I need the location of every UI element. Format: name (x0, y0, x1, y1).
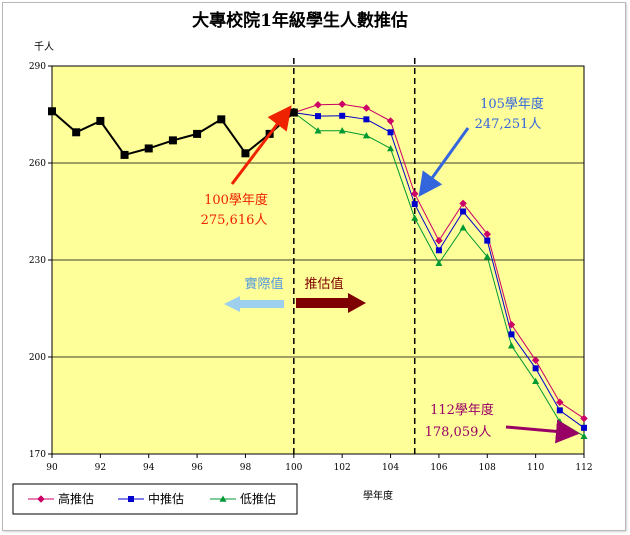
series-2-point (314, 127, 322, 134)
series-2-point (338, 127, 346, 134)
series-1-point (387, 129, 394, 136)
series-2-point (362, 132, 370, 139)
actual-point (120, 150, 129, 159)
x-tick-label: 90 (46, 463, 58, 473)
series-1-point (556, 407, 563, 414)
series-1-point (532, 365, 539, 372)
arrow-100 (230, 105, 292, 185)
y-tick-label: 200 (29, 353, 46, 363)
series-2-point (387, 144, 395, 152)
arrow-112 (505, 419, 580, 444)
legend-label: 中推估 (148, 491, 184, 506)
actual-arrow-left (224, 296, 284, 312)
series-0-point (531, 356, 540, 365)
x-axis-label: 學年度 (363, 489, 393, 502)
actual-point (72, 128, 81, 137)
series-2-point (580, 432, 588, 440)
x-tick-label: 102 (334, 463, 351, 473)
x-tick-label: 112 (575, 463, 592, 473)
series-0-point (483, 230, 492, 238)
series-1-point (411, 201, 418, 208)
x-tick-label: 108 (479, 463, 496, 473)
x-tick-label: 100 (285, 463, 302, 473)
series-0-point (362, 104, 371, 112)
annotation-100-title: 100學年度 (204, 192, 268, 208)
series-0-point (459, 199, 467, 208)
estimate-arrow-right (296, 293, 366, 313)
series-1-point (363, 116, 370, 123)
series-0-point (580, 414, 588, 423)
series-0-point (435, 236, 443, 245)
y-tick-labels: 170 200 230 260 290 (29, 62, 46, 460)
series-1-point (484, 237, 491, 244)
actual-point (289, 108, 298, 117)
x-tick-label: 104 (382, 463, 399, 473)
annotation-105-title: 105學年度 (480, 96, 544, 112)
x-tick-label: 110 (527, 463, 544, 473)
series-2-point (435, 259, 443, 267)
series-2-point (459, 224, 467, 231)
series-1-point (435, 247, 442, 254)
x-tick-label: 92 (95, 463, 106, 473)
actual-point (144, 144, 153, 153)
actual-point (96, 116, 105, 125)
actual-point (217, 115, 226, 124)
series-1-point (339, 112, 346, 119)
arrow-105 (418, 127, 470, 197)
annotation-105-value: 247,251人 (475, 117, 542, 132)
y-tick-label: 170 (29, 450, 46, 460)
series-0-point (338, 100, 347, 109)
grid-lines (48, 65, 585, 458)
y-axis-label: 千人 (34, 41, 54, 53)
legend-label: 低推估 (240, 492, 276, 506)
actual-label: 實際值 (244, 276, 283, 292)
series-0-point (410, 189, 419, 198)
legend-marker-0 (37, 495, 45, 503)
series-0-point (555, 398, 564, 407)
series-2-point (532, 377, 540, 385)
legend-marker-2 (219, 495, 227, 502)
annotation-100-value: 275,616人 (201, 213, 268, 228)
legend-label: 高推估 (58, 491, 94, 506)
x-tick-labels: 90 92 94 96 98 100 102 104 106 108 110 112 (46, 463, 592, 473)
y-tick-label: 290 (29, 62, 46, 72)
x-tick-label: 94 (143, 463, 155, 473)
chart-title: 大專校院1年級學生人數推估 (192, 10, 408, 31)
series-0-point (507, 320, 516, 329)
legend (12, 483, 298, 515)
chart-frame (2, 2, 626, 531)
divider-lines (293, 58, 416, 454)
series-2-point (411, 214, 419, 221)
actual-point (241, 149, 250, 158)
actual-point (193, 129, 202, 138)
x-tick-label: 106 (430, 463, 447, 473)
actual-point (168, 136, 177, 145)
y-tick-label: 260 (29, 159, 46, 169)
annotation-112-title: 112學年度 (430, 402, 494, 418)
legend-marker-1 (128, 496, 134, 502)
series-0-point (386, 117, 395, 125)
series-1-point (581, 424, 587, 431)
legend-items: 高推估 中推估 低推估 (28, 491, 276, 506)
series-1-point (460, 208, 467, 215)
x-tick-label: 96 (191, 463, 203, 473)
series-markers (48, 100, 588, 440)
x-tick-label: 98 (240, 463, 252, 473)
series-1-point (508, 331, 515, 338)
series-1-point (315, 113, 321, 120)
y-tick-label: 230 (29, 256, 46, 266)
actual-point (48, 107, 56, 116)
series-0-point (314, 100, 322, 109)
series-2-point (507, 342, 515, 349)
annotation-112-value: 178,059人 (425, 425, 492, 440)
estimate-label: 推估值 (304, 276, 343, 292)
series-2-point (483, 253, 491, 260)
